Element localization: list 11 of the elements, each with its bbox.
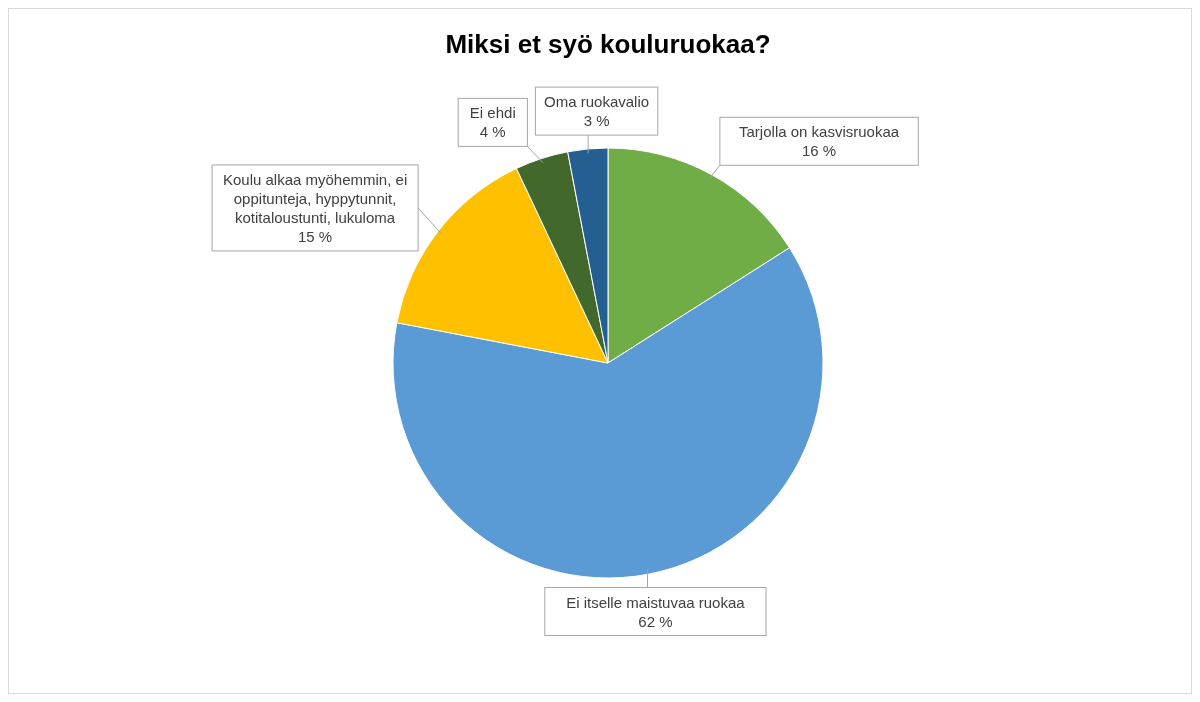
slice-label: Tarjolla on kasvisruokaa (739, 123, 900, 141)
data-label: 62 % (638, 612, 673, 630)
data-label: 3 % (583, 112, 610, 130)
data-label: 15 % (297, 227, 333, 245)
chart-title: Miksi et syö kouluruokaa? (445, 29, 771, 59)
data-label: 4 % (479, 123, 506, 141)
data-label: 16 % (801, 142, 837, 160)
slice-label: Ei itselle maistuvaa ruokaa (566, 593, 746, 611)
slice-label: Oma ruokavalio (544, 93, 650, 111)
slice-label: Ei ehdi (469, 104, 516, 122)
slice-label: Koulu alkaa myöhemmin, ei oppitunteja, hyppytunnit, kotitaloustunti, lukuloma (222, 170, 408, 226)
